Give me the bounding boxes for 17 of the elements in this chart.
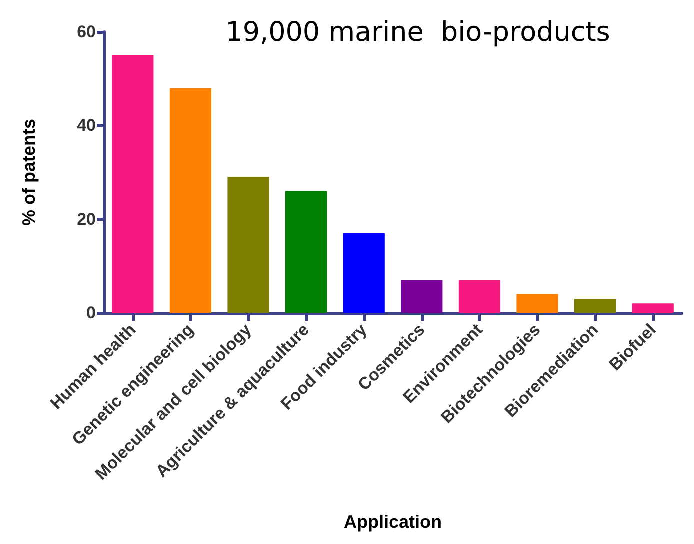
bar <box>285 191 328 313</box>
x-axis-title: Application <box>344 512 442 532</box>
bar <box>112 55 154 313</box>
y-tick-label: 40 <box>77 116 96 136</box>
y-axis-title: % of patents <box>19 118 39 226</box>
bar <box>632 304 674 313</box>
bar <box>343 233 385 313</box>
bar <box>401 280 443 313</box>
y-tick-label: 60 <box>77 22 96 42</box>
bar <box>516 294 558 313</box>
y-tick-label: 20 <box>77 210 96 229</box>
bar <box>170 88 212 313</box>
y-tick-label: 0 <box>86 304 96 322</box>
bar <box>574 298 616 313</box>
chart-title: 19,000 marine bio-products <box>226 17 610 48</box>
bar <box>228 177 270 313</box>
bar <box>458 280 501 313</box>
